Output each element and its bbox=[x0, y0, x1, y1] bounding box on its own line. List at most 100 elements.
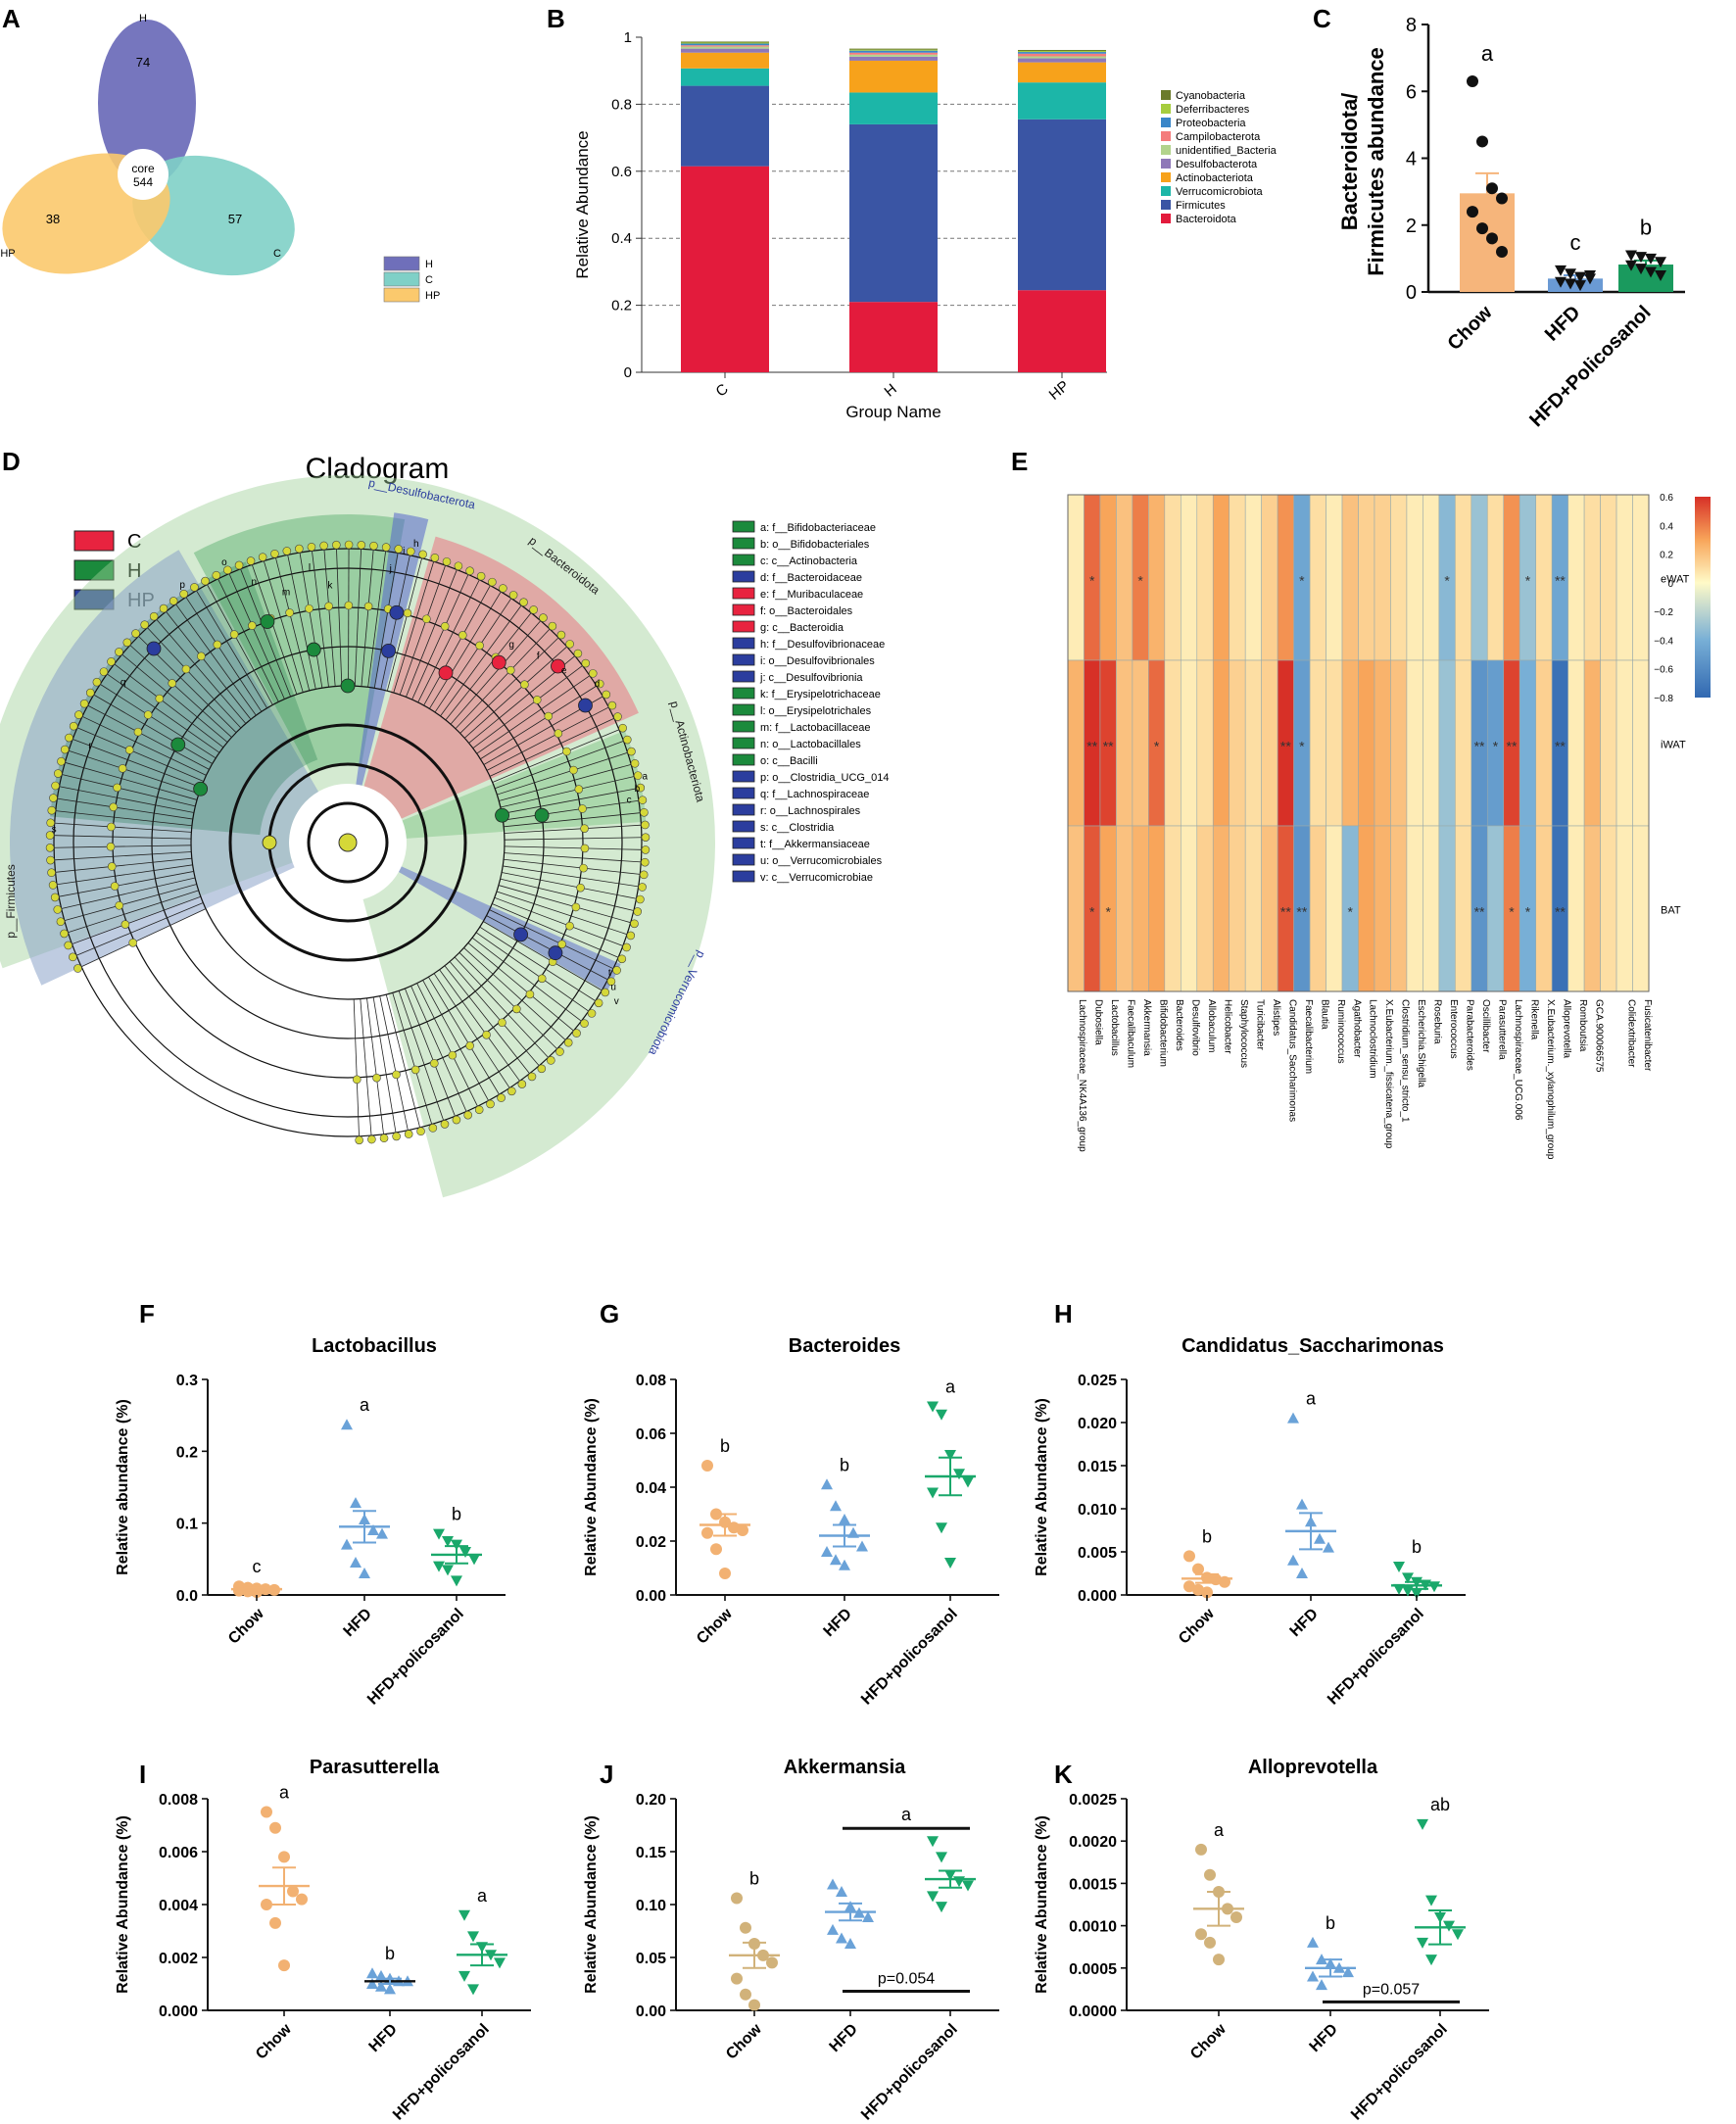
leaf-node bbox=[636, 894, 645, 904]
leaf-node bbox=[53, 905, 63, 914]
heat-cell bbox=[1164, 494, 1181, 661]
biomarker-legend-label: l: o__Erysipelotrichales bbox=[760, 705, 872, 717]
tree-branch bbox=[354, 549, 362, 687]
legend-swatch-campilobacterota bbox=[1161, 131, 1171, 141]
inner-node bbox=[569, 765, 578, 775]
clade-letter-j: j bbox=[389, 563, 392, 574]
inner-node bbox=[128, 938, 137, 947]
legend-swatch-cyanobacteria bbox=[1161, 90, 1171, 100]
heat-cell bbox=[1309, 825, 1326, 992]
tree-branch bbox=[433, 973, 510, 1088]
biomarker-node bbox=[262, 835, 277, 850]
inner-node bbox=[506, 665, 515, 675]
colorbar-tick-label: 0 bbox=[1667, 579, 1673, 590]
legend-swatch-actinobacteriota bbox=[1161, 172, 1171, 182]
legend-label-campilobacterota: Campilobacterota bbox=[1176, 131, 1261, 143]
y-tick-label: 1 bbox=[624, 29, 632, 46]
data-point bbox=[458, 1909, 470, 1921]
heat-cell bbox=[1181, 494, 1198, 661]
tree-branch bbox=[464, 646, 567, 739]
inner-node bbox=[537, 974, 547, 984]
tree-branch bbox=[228, 573, 285, 700]
panel-letters: A B C D E F G H I J K bbox=[2, 4, 1331, 1789]
clade-sector-verrucomicrobiota bbox=[398, 866, 621, 992]
tree-branch bbox=[372, 996, 397, 1134]
data-point bbox=[467, 1931, 479, 1943]
x-tick-label: HFD+Policosanol bbox=[1525, 302, 1655, 431]
tree-branch bbox=[504, 845, 642, 850]
stack-segment-verrucomicrobiota bbox=[681, 68, 769, 86]
inner-node bbox=[465, 1041, 474, 1050]
tree-leaves bbox=[45, 540, 651, 1145]
tree-branch bbox=[156, 618, 247, 724]
leaf-node bbox=[639, 870, 649, 880]
heat-cell bbox=[1486, 825, 1505, 992]
leaf-node bbox=[49, 794, 58, 802]
dotplot-h: Candidatus_Saccharimonas 0.000 0.005 0.010 0… bbox=[1034, 1335, 1466, 1709]
inner-node bbox=[121, 920, 130, 929]
venn-set-label-c: C bbox=[273, 248, 281, 260]
heat-cell bbox=[1406, 494, 1423, 661]
inner-node bbox=[324, 602, 333, 611]
data-point bbox=[458, 1970, 470, 1982]
inner-node bbox=[579, 863, 588, 873]
biomarker-legend-label: j: c__Desulfovibrionia bbox=[759, 672, 863, 684]
y-tick-label: 0.008 bbox=[159, 1792, 198, 1809]
significance-star: * bbox=[1525, 573, 1531, 589]
heatmap-frame bbox=[1067, 494, 1650, 992]
significance-letter: b bbox=[1202, 1526, 1212, 1546]
leaf-node bbox=[618, 723, 627, 733]
column-label: Dubosiella bbox=[1093, 999, 1104, 1045]
data-point bbox=[740, 1921, 751, 1934]
significance-letter: b bbox=[749, 1869, 759, 1889]
heat-cell bbox=[1583, 659, 1601, 827]
y-tick-label: 6 bbox=[1406, 81, 1417, 103]
legend-label-proteobacteria: Proteobacteria bbox=[1176, 118, 1246, 129]
leaf-node bbox=[416, 1127, 425, 1136]
tree-branch bbox=[72, 739, 202, 789]
data-point bbox=[1565, 278, 1576, 290]
column-label: X.Eubacterium._xylanophilum_group bbox=[1545, 999, 1556, 1160]
tree-branch bbox=[393, 560, 435, 694]
colorbar-tick-label: 0.6 bbox=[1660, 493, 1673, 504]
tree-branch bbox=[472, 665, 583, 749]
inner-node bbox=[115, 900, 123, 910]
data-point bbox=[962, 1880, 974, 1892]
inner-node bbox=[372, 1073, 381, 1083]
heat-cell bbox=[1600, 659, 1617, 827]
tree-branch bbox=[489, 717, 615, 777]
significance-letter: c bbox=[1570, 230, 1581, 255]
inner-node bbox=[430, 1059, 439, 1068]
data-point bbox=[936, 1852, 947, 1863]
leaf-node bbox=[307, 542, 316, 552]
heat-cell bbox=[1423, 659, 1440, 827]
tree-branch bbox=[405, 988, 456, 1117]
heat-cell bbox=[1406, 659, 1423, 827]
y-tick-label: 0 bbox=[1406, 282, 1417, 304]
leaf-node bbox=[369, 541, 378, 551]
heat-cell bbox=[1229, 494, 1246, 661]
significance-star: * bbox=[1299, 739, 1305, 754]
inner-node bbox=[554, 729, 563, 738]
stack-segment-cyanobacteria bbox=[681, 41, 769, 43]
biomarker-legend-label: v: c__Verrucomicrobiae bbox=[760, 872, 873, 884]
data-point bbox=[1201, 1586, 1213, 1599]
data-point bbox=[384, 1983, 396, 1995]
tree-branch bbox=[497, 751, 628, 796]
heat-cell bbox=[1326, 825, 1343, 992]
biomarker-node bbox=[193, 781, 209, 796]
leaf-node bbox=[641, 820, 650, 830]
y-tick-label: 4 bbox=[1406, 149, 1417, 170]
clade-letter-c: c bbox=[627, 796, 632, 806]
inner-node bbox=[197, 652, 206, 661]
data-point bbox=[350, 1497, 362, 1509]
y-tick-label: 0.006 bbox=[159, 1845, 198, 1861]
tree-branch bbox=[502, 788, 637, 814]
heat-cell bbox=[1390, 494, 1408, 661]
heat-cell bbox=[1212, 494, 1230, 661]
data-point bbox=[1287, 1412, 1299, 1424]
data-point bbox=[1195, 1843, 1207, 1856]
plot-title: Alloprevotella bbox=[1248, 1757, 1378, 1778]
data-point bbox=[844, 1937, 856, 1949]
